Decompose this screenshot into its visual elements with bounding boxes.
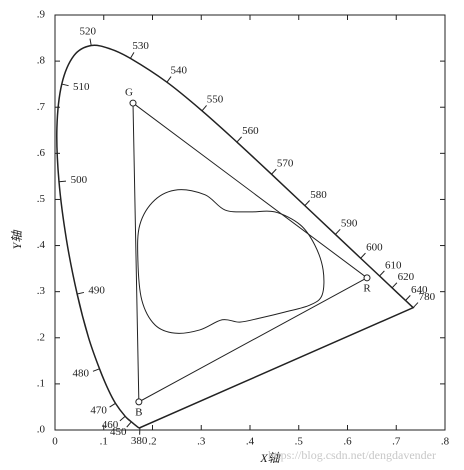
wavelength-tick [119, 415, 126, 422]
wavelength-label: 540 [170, 64, 187, 76]
x-tick-label: .4 [246, 436, 255, 448]
wavelength-tick [236, 136, 242, 143]
wavelength-tick [126, 421, 132, 428]
primary-point [129, 99, 137, 107]
x-axis-label: X轴 [259, 451, 281, 465]
y-tick-label: .9 [37, 9, 46, 21]
wavelength-tick [379, 270, 385, 277]
y-tick-label: .0 [37, 424, 46, 436]
wavelength-label: 580 [310, 189, 327, 201]
wavelength-label: 550 [207, 94, 224, 106]
wavelength-label: 520 [79, 25, 96, 37]
wavelength-tick [405, 295, 411, 301]
y-tick-label: .7 [37, 101, 46, 113]
wavelength-tick [58, 180, 67, 183]
wavelength-label: 530 [132, 40, 149, 52]
x-tick-label: .5 [295, 436, 304, 448]
x-tick-label: .1 [100, 436, 108, 448]
wavelength-tick [201, 105, 207, 112]
spectral-locus [56, 44, 415, 429]
wavelength-label: 460 [102, 419, 119, 431]
wavelength-tick [129, 52, 135, 59]
wavelength-label: 470 [90, 404, 107, 416]
wavelength-label: 560 [242, 125, 259, 137]
wavelength-tick [92, 368, 100, 372]
wavelength-tick [271, 168, 277, 175]
wavelength-label: 570 [277, 158, 294, 170]
primary-label: R [363, 282, 371, 294]
wavelength-label: 640 [411, 284, 428, 296]
wavelength-label: 450 [110, 426, 127, 438]
primary-label: B [135, 406, 142, 418]
y-tick-label: .4 [37, 239, 46, 251]
y-tick-label: .8 [37, 55, 46, 67]
primary-label: G [125, 87, 133, 99]
y-axis-label: Y轴 [10, 229, 24, 250]
wavelength-label: 500 [71, 174, 88, 186]
x-tick-label: .7 [392, 436, 401, 448]
wavelength-tick [77, 291, 85, 295]
wavelength-tick [391, 282, 398, 289]
plot-frame [54, 14, 446, 431]
x-tick-label: 0 [52, 436, 58, 448]
wavelength-tick [335, 228, 341, 235]
y-tick-label: .3 [37, 285, 46, 297]
inner-gamut [137, 189, 325, 334]
wavelength-tick [109, 402, 116, 408]
wavelength-label: 590 [341, 218, 358, 230]
wavelength-label: 600 [366, 242, 383, 254]
wavelength-tick [360, 252, 366, 259]
gamut-triangle [132, 102, 368, 403]
x-tick-label: .6 [343, 436, 352, 448]
y-tick-label: .2 [37, 331, 45, 343]
wavelength-label: 780 [419, 291, 436, 303]
primary-point [135, 398, 143, 406]
y-tick-label: .1 [37, 377, 45, 389]
primary-point [363, 274, 371, 282]
wavelength-tick [61, 83, 69, 87]
x-tick-label: .3 [197, 436, 206, 448]
x-tick-label: .2 [148, 436, 156, 448]
wavelength-label: 610 [385, 259, 402, 271]
wavelength-label: 510 [73, 81, 90, 93]
y-tick-label: .6 [37, 147, 46, 159]
wavelength-tick [304, 200, 311, 206]
x-tick-label: .8 [441, 436, 450, 448]
wavelength-tick [89, 38, 92, 46]
watermark: https://blog.csdn.net/dengdavender [268, 448, 436, 462]
wavelength-label: 380 [131, 435, 148, 447]
wavelength-tick [412, 302, 419, 309]
wavelength-tick [166, 76, 172, 83]
y-tick-label: .5 [37, 193, 46, 205]
wavelength-label: 620 [398, 271, 415, 283]
wavelength-label: 490 [88, 284, 105, 296]
wavelength-label: 480 [73, 367, 90, 379]
